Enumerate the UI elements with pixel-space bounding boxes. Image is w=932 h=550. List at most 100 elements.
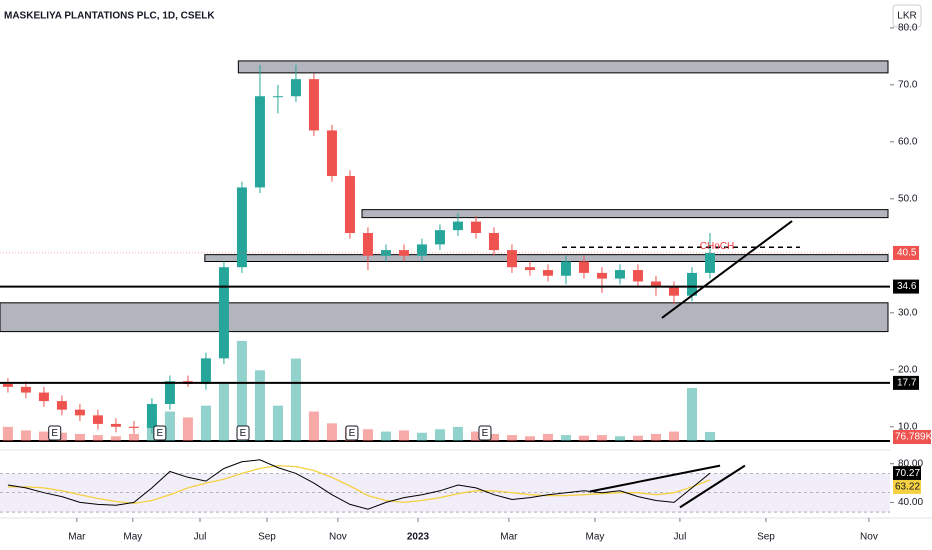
volume-bar [488,433,499,441]
x-tick-label: May [586,532,605,543]
zone [361,209,889,219]
volume-bar [56,432,67,441]
volume-bar [272,405,283,441]
candle-body [506,250,517,268]
last-price-box [893,245,919,260]
x-tick-label: 2023 [407,532,430,543]
candle-body [272,96,283,98]
currency-box[interactable] [892,4,922,28]
candle-body [326,130,337,177]
volume-bar [650,433,661,441]
x-tick-label: Jul [674,532,687,543]
rsi-tick-label: 80.00 [898,458,923,469]
x-tick-label: May [123,532,142,543]
candle-body [416,244,427,256]
level-label-box [893,279,919,294]
event-label: E [240,428,247,439]
candle-body [560,261,571,276]
candle-body [344,176,355,234]
volume-bar [200,405,211,441]
candle-body [668,287,679,296]
zone [204,254,889,262]
y-tick-label: 80.0 [898,22,918,33]
volume-bar [182,417,193,441]
candle-body [164,381,175,404]
candle-body [362,233,373,256]
level-label: 17.7 [897,378,917,389]
volume-bar [254,370,265,441]
zone [0,302,889,333]
x-tick-label: Sep [757,532,775,543]
candle-body [488,233,499,251]
x-tick-label: Nov [860,532,878,543]
volume-bar [380,431,391,441]
candle-body [434,230,445,245]
candle-body [308,79,319,131]
volume-label: 76.789K [895,432,932,443]
candle-body [74,409,85,416]
event-box [478,425,492,441]
volume-bar [110,436,121,441]
y-tick-label: 10.0 [898,421,918,432]
event-box [236,425,250,441]
volume-bar [434,429,445,441]
candle-body [542,270,553,276]
candle-body [20,386,31,393]
last-price: 40.5 [897,248,917,259]
candle-body [596,272,607,279]
candle-body [380,250,391,256]
x-tick-label: Nov [329,532,347,543]
candle-body [200,358,211,385]
rsi-ma-label: 63.22 [895,482,920,493]
volume-bar [542,433,553,441]
candle-body [470,221,481,234]
x-tick-label: Jul [194,532,207,543]
volume-bar [128,433,139,441]
choch-label: CHoCH [700,241,734,252]
candle-body [128,426,139,428]
volume-bar [668,431,679,441]
event-label: E [51,428,58,439]
rsi-tick-label: 40.00 [898,497,923,508]
level-label: 34.6 [897,281,917,292]
candle-body [614,270,625,279]
candle-body [398,250,409,256]
volume-bar [632,435,643,441]
volume-label-box [893,430,931,444]
y-tick-label: 70.0 [898,79,918,90]
candle-body [578,261,589,273]
x-tick-label: Sep [258,532,276,543]
event-box [48,425,62,441]
volume-bar [362,429,373,441]
event-box [153,425,167,441]
volume-bar [470,431,481,441]
volume-bar [218,382,229,441]
trendline [661,220,793,319]
event-label: E [157,428,164,439]
volume-bar [704,431,715,441]
rsi-trendline [589,464,721,493]
candle-body [632,270,643,282]
volume-bar [452,426,463,441]
volume-bar [560,435,571,441]
zone [237,60,889,74]
rsi-label-box [893,466,921,481]
volume-bar [524,436,535,441]
event-box [345,425,359,441]
candle-body [92,415,103,424]
rsi-trendline [679,464,746,509]
rsi-ma-label-box [893,479,921,494]
candle-body [146,403,157,428]
x-tick-label: Mar [500,532,518,543]
y-tick-label: 50.0 [898,193,918,204]
rsi-label: 70.27 [895,468,920,479]
volume-bar [290,358,301,441]
candle-body [524,267,535,271]
candle-body [56,401,67,410]
candle-body [110,423,121,427]
volume-bar [2,426,13,441]
volume-bar [164,411,175,441]
volume-bar [20,430,31,441]
